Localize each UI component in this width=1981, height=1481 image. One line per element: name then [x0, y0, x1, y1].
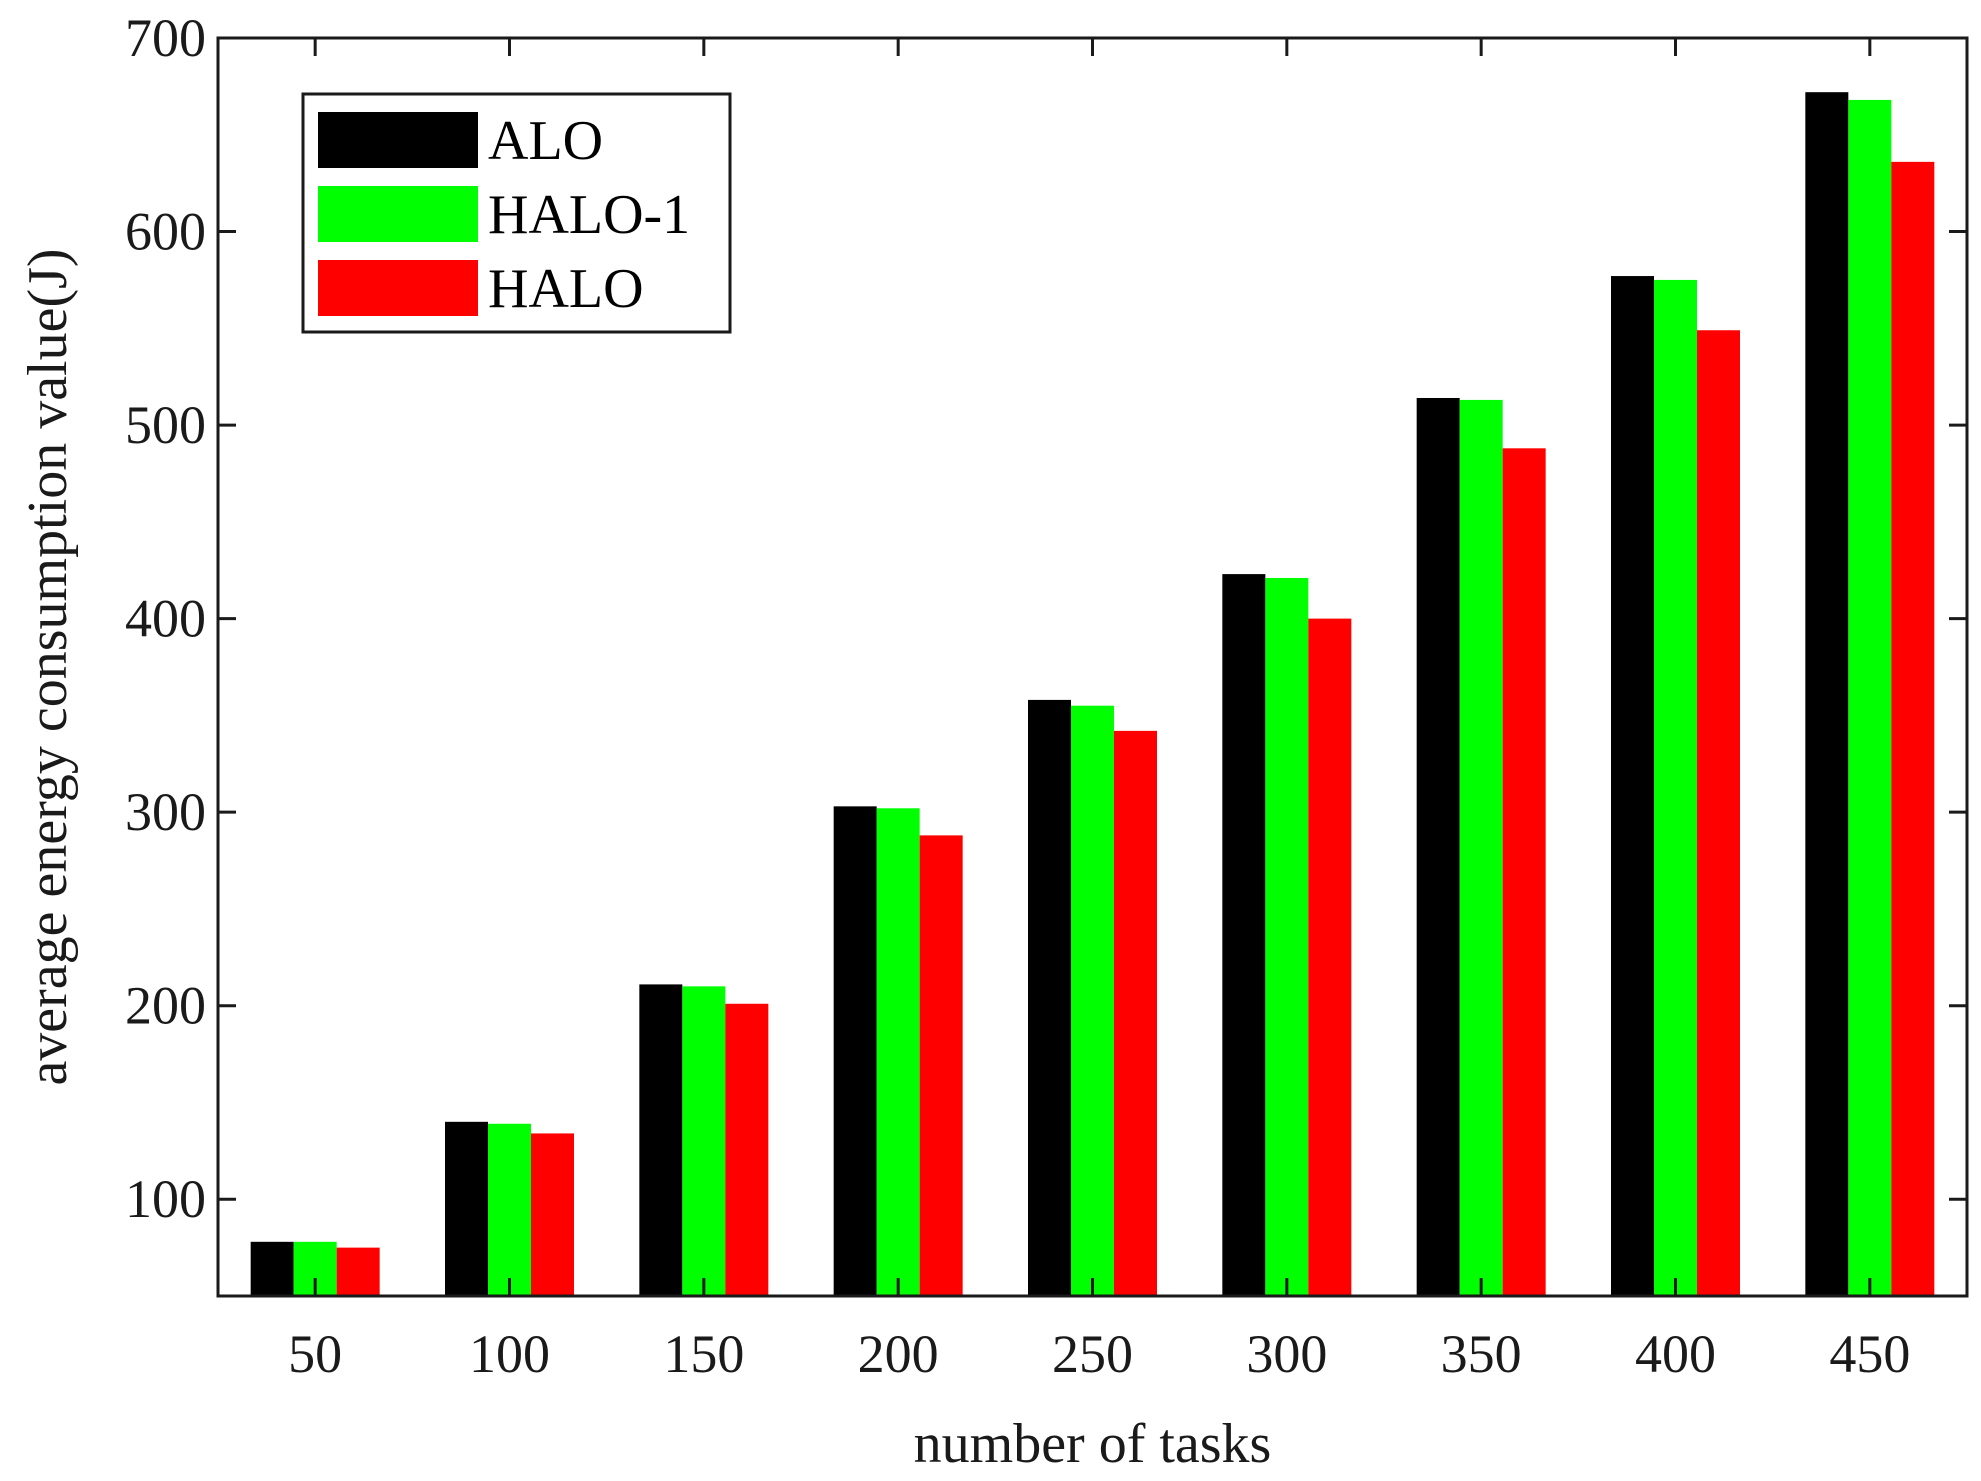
x-tick-label-200: 200	[858, 1324, 939, 1384]
bar-halo-1-100	[488, 1123, 531, 1296]
y-tick-label-700: 700	[125, 8, 206, 68]
bar-halo-200	[919, 835, 963, 1296]
x-axis-label: number of tasks	[914, 1413, 1272, 1475]
y-axis-ticks: 100 200 300 400 500 600 700	[125, 8, 1967, 1229]
y-tick-label-500: 500	[125, 395, 206, 455]
bar-halo-50	[336, 1247, 380, 1296]
x-tick-label-250: 250	[1052, 1324, 1133, 1384]
bar-halo-1-400	[1654, 279, 1697, 1296]
bar-alo-450	[1805, 92, 1849, 1296]
x-tick-label-400: 400	[1635, 1324, 1716, 1384]
bar-halo-1-450	[1848, 99, 1892, 1297]
legend: ALO HALO-1 HALO	[301, 92, 732, 334]
x-tick-label-100: 100	[469, 1324, 550, 1384]
bars-group	[250, 92, 1935, 1297]
bar-halo-1-250	[1071, 705, 1114, 1296]
legend-label-halo-1: HALO-1	[488, 184, 690, 246]
x-tick-label-450: 450	[1829, 1324, 1910, 1384]
y-tick-label-400: 400	[125, 589, 206, 649]
bar-halo-1-150	[682, 986, 726, 1296]
legend-label-alo: ALO	[488, 110, 603, 172]
bar-alo-150	[639, 984, 683, 1296]
legend-label-halo: HALO	[488, 258, 644, 320]
bar-halo-1-200	[876, 808, 920, 1296]
legend-swatch-halo	[318, 260, 478, 316]
bar-halo-300	[1308, 618, 1352, 1296]
bar-halo-100	[531, 1133, 574, 1296]
y-tick-label-100: 100	[125, 1169, 206, 1229]
bar-halo-400	[1697, 330, 1740, 1297]
bar-alo-200	[833, 806, 877, 1296]
y-tick-label-300: 300	[125, 782, 206, 842]
x-axis-ticks: 50 100 150 200 250 300 350 400 450	[288, 38, 1910, 1384]
x-tick-label-300: 300	[1246, 1324, 1327, 1384]
bar-alo-400	[1611, 276, 1654, 1296]
bar-halo-150	[725, 1003, 769, 1296]
bar-halo-1-350	[1459, 399, 1503, 1296]
legend-swatch-halo-1	[318, 186, 478, 242]
bar-alo-50	[250, 1241, 294, 1296]
bar-halo-450	[1891, 161, 1935, 1296]
y-axis-label: average energy consumption value(J)	[17, 248, 79, 1085]
y-tick-label-600: 600	[125, 202, 206, 262]
y-tick-label-200: 200	[125, 976, 206, 1036]
x-tick-label-150: 150	[663, 1324, 744, 1384]
bar-halo-350	[1502, 448, 1546, 1297]
x-tick-label-350: 350	[1441, 1324, 1522, 1384]
bar-alo-250	[1028, 699, 1071, 1296]
legend-swatch-alo	[318, 112, 478, 168]
bar-alo-300	[1222, 574, 1266, 1296]
x-tick-label-50: 50	[288, 1324, 342, 1384]
bar-halo-1-300	[1265, 577, 1309, 1296]
bar-alo-350	[1416, 397, 1460, 1296]
bar-halo-250	[1114, 730, 1157, 1296]
bar-alo-100	[445, 1121, 488, 1296]
